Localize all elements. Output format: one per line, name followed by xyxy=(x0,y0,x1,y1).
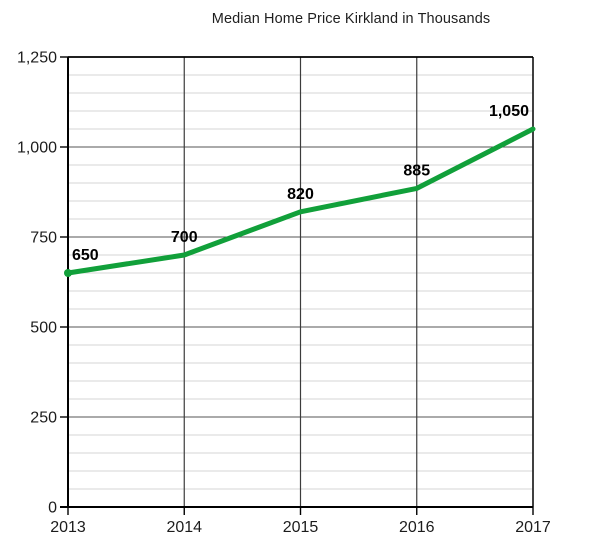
y-tick-label: 750 xyxy=(30,230,57,247)
chart-title: Median Home Price Kirkland in Thousands xyxy=(211,11,491,27)
point-label: 700 xyxy=(171,229,198,246)
x-tick-label: 2015 xyxy=(283,519,319,536)
x-tick-label: 2016 xyxy=(399,519,435,536)
y-tick-label: 1,250 xyxy=(17,50,57,67)
series-line xyxy=(65,126,536,276)
x-tick-label: 2017 xyxy=(515,519,551,536)
x-tick-label: 2014 xyxy=(166,519,202,536)
point-label: 820 xyxy=(287,186,314,203)
point-label: 1,050 xyxy=(489,103,529,120)
y-tick-label: 0 xyxy=(48,500,57,517)
series-start-marker xyxy=(64,269,72,277)
y-tick-label: 250 xyxy=(30,410,57,427)
y-tick-label: 500 xyxy=(30,320,57,337)
point-label: 650 xyxy=(72,247,99,264)
y-tick-label: 1,000 xyxy=(17,140,57,157)
point-label: 885 xyxy=(403,162,430,179)
x-tick-label: 2013 xyxy=(50,519,86,536)
